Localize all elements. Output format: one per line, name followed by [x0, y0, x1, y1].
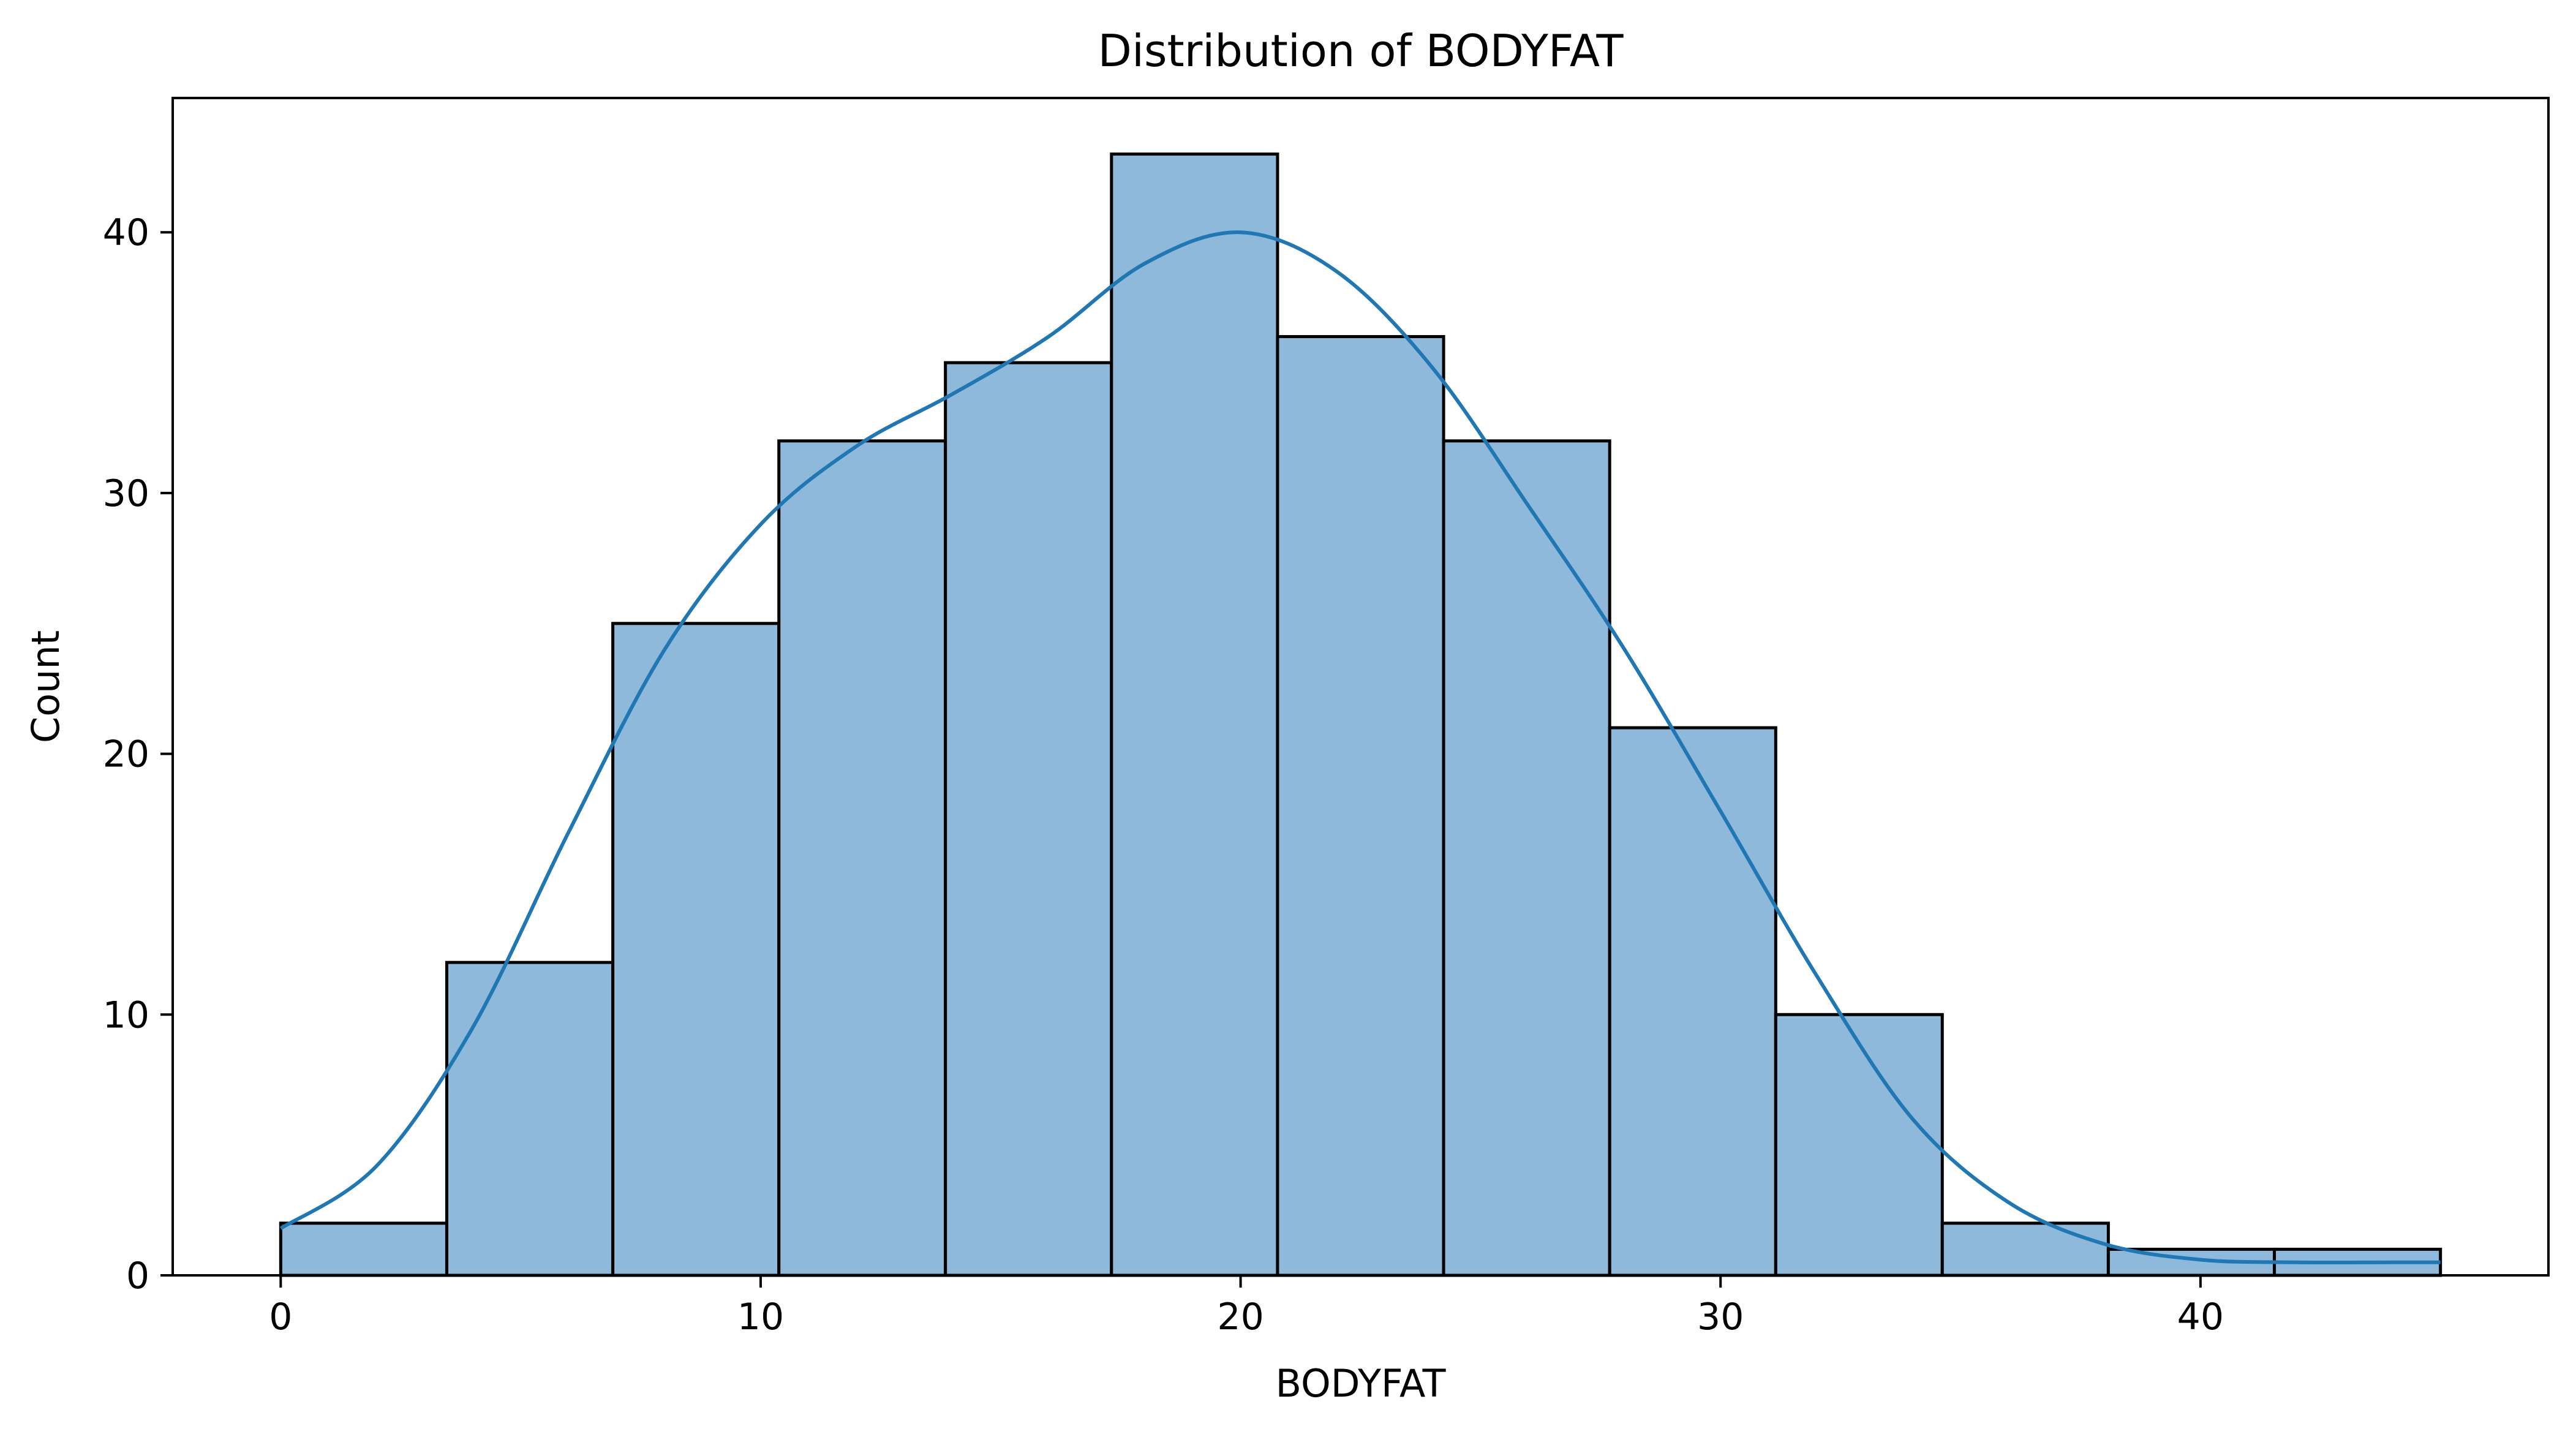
- chart-title: Distribution of BODYFAT: [1098, 25, 1624, 77]
- histogram-bar: [1110, 153, 1279, 1277]
- kde-curve: [279, 230, 2441, 1265]
- x-axis-label: BODYFAT: [1276, 1361, 1447, 1406]
- y-tick-label: 40: [103, 211, 149, 254]
- y-tick-label: 30: [103, 472, 149, 515]
- x-tick-label: 0: [269, 1296, 292, 1338]
- histogram-bar: [1608, 726, 1777, 1277]
- x-axis-ticks: 0 10 20 30 40: [269, 1275, 2224, 1338]
- histogram-bar: [1442, 439, 1611, 1277]
- histogram-bar: [944, 361, 1113, 1277]
- x-tick-label: 20: [1217, 1296, 1264, 1338]
- histogram-bar: [1774, 1013, 1944, 1277]
- y-axis-ticks: 0 10 20 30 40: [103, 211, 173, 1297]
- y-tick-label: 0: [126, 1255, 149, 1297]
- x-tick-label: 40: [2177, 1296, 2224, 1338]
- y-axis-label: Count: [23, 630, 68, 743]
- histogram-bar: [611, 622, 781, 1277]
- histogram-bar: [1276, 335, 1445, 1277]
- y-tick-label: 10: [103, 994, 149, 1036]
- histogram-bar: [1940, 1221, 2110, 1277]
- x-tick-label: 10: [737, 1296, 784, 1338]
- histogram-bar: [279, 1221, 448, 1277]
- plot-frame: [171, 97, 2550, 1277]
- histogram-bar: [445, 960, 615, 1277]
- histogram-bars: [279, 153, 2442, 1277]
- histogram-bar: [2106, 1247, 2277, 1277]
- y-tick-label: 20: [103, 733, 149, 776]
- histogram-bar: [777, 439, 947, 1277]
- x-tick-label: 30: [1697, 1296, 1744, 1338]
